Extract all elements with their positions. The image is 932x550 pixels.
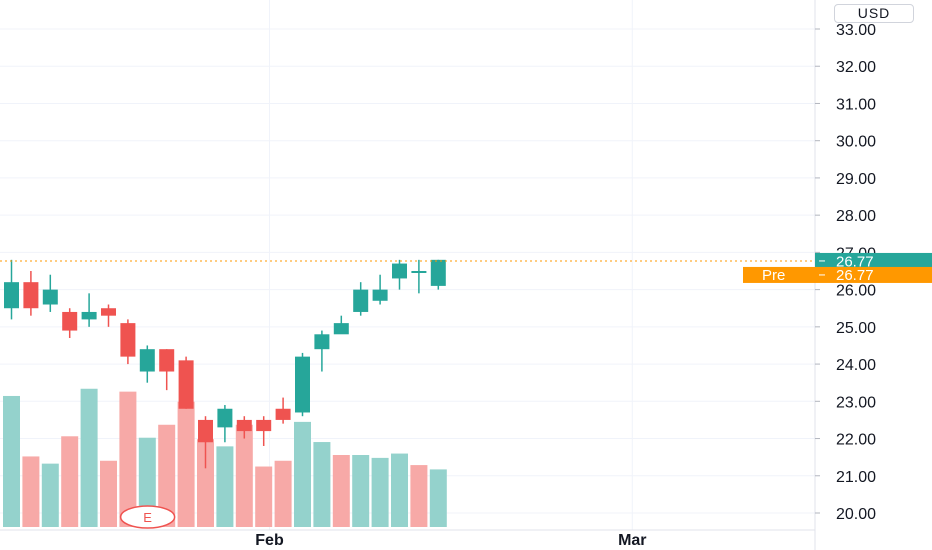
last-price-tag — [815, 252, 932, 269]
y-tick-label: 31.00 — [836, 96, 876, 113]
volume-bar — [158, 424, 176, 527]
candle-body — [314, 334, 330, 350]
volume-bars — [3, 388, 447, 527]
price-lines: E — [0, 260, 815, 529]
candle-body — [430, 259, 446, 286]
volume-bar — [391, 453, 408, 527]
volume-bar — [216, 446, 234, 527]
candle-body — [42, 289, 58, 305]
y-tick-label: 32.00 — [836, 59, 876, 76]
x-tick-label: Mar — [618, 532, 646, 549]
volume-bar — [313, 442, 331, 527]
candle-body — [275, 408, 291, 420]
currency-button[interactable]: USD — [834, 4, 914, 23]
y-tick-label: 25.00 — [836, 320, 876, 337]
y-tick-label: 26.00 — [836, 283, 876, 300]
candle-body — [159, 349, 175, 372]
candle-body — [198, 419, 213, 443]
candle-body — [62, 311, 78, 331]
last-price-label: 26.77 — [836, 253, 874, 270]
y-tick-label: 28.00 — [836, 208, 876, 225]
volume-bar — [138, 437, 156, 527]
y-tick-label: 30.00 — [836, 134, 876, 151]
volume-bar — [3, 395, 20, 527]
y-tick-label: 21.00 — [836, 469, 876, 486]
x-tick-label: Feb — [255, 532, 284, 549]
premarket-tag — [743, 266, 932, 283]
volume-bar — [119, 391, 137, 527]
volume-bar — [294, 421, 311, 527]
volume-bar — [352, 455, 370, 527]
volume-bar — [177, 401, 195, 527]
candle-body — [81, 311, 97, 320]
volume-bar — [255, 466, 273, 527]
candlesticks — [4, 259, 446, 469]
volume-bar — [410, 465, 428, 527]
volume-bar — [371, 457, 389, 527]
volume-bar — [274, 460, 292, 527]
candle-body — [353, 289, 369, 312]
candle-body — [295, 356, 310, 413]
premarket-price-label: 26.77 — [836, 267, 874, 284]
candle-body — [236, 419, 252, 432]
price-axis[interactable]: 20.0021.0022.0023.0024.0025.0026.0027.00… — [743, 22, 932, 523]
candle-body — [101, 308, 116, 316]
candle-body — [178, 360, 194, 409]
chart-grid — [0, 0, 816, 550]
candle-body — [120, 323, 136, 357]
y-tick-label: 33.00 — [836, 22, 876, 39]
candle-body — [256, 419, 272, 432]
y-tick-label: 24.00 — [836, 357, 876, 374]
candle-body — [392, 263, 407, 279]
volume-bar — [332, 455, 350, 527]
candle-body — [411, 271, 427, 273]
volume-bar — [80, 388, 98, 527]
earnings-marker-label: E — [143, 510, 152, 525]
volume-bar — [41, 463, 59, 527]
volume-bar — [100, 460, 117, 527]
volume-bar — [235, 424, 253, 527]
volume-bar — [61, 436, 79, 527]
earnings-marker — [119, 505, 176, 529]
time-axis[interactable]: Feb Mar — [255, 532, 646, 549]
y-tick-label: 23.00 — [836, 394, 876, 411]
premarket-tag-label: Pre — [762, 267, 785, 284]
candle-body — [4, 282, 19, 309]
y-tick-label: 20.00 — [836, 506, 876, 523]
volume-bar — [197, 439, 214, 527]
volume-bar — [429, 469, 447, 527]
volume-bar — [22, 456, 40, 527]
candle-body — [23, 282, 39, 309]
candle-body — [372, 289, 388, 301]
y-tick-label: 22.00 — [836, 432, 876, 449]
candle-body — [333, 323, 349, 335]
candle-body — [217, 408, 233, 428]
y-tick-label: 29.00 — [836, 171, 876, 188]
candle-body — [139, 349, 155, 372]
